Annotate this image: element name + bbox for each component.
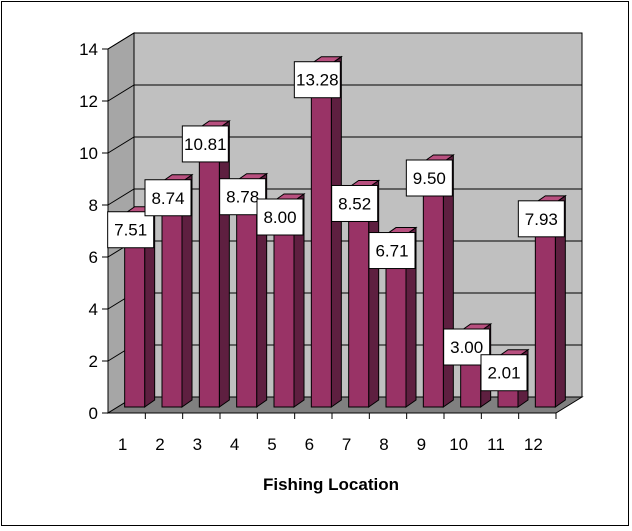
x-tick-label: 7	[342, 435, 351, 454]
data-label-text: 6.71	[375, 242, 408, 261]
data-label-text: 7.51	[114, 221, 147, 240]
data-label-box	[107, 211, 155, 249]
y-tick-label: 2	[89, 352, 98, 371]
data-label-text: 13.28	[296, 71, 339, 90]
bar-side	[218, 119, 230, 408]
data-label-box	[293, 61, 341, 99]
data-label-text: 7.93	[525, 210, 558, 229]
x-tick-label: 8	[379, 435, 388, 454]
x-axis-title: Fishing Location	[263, 475, 399, 494]
x-tick-label: 3	[193, 435, 202, 454]
x-tick-label: 11	[487, 435, 505, 454]
bar	[310, 63, 332, 408]
bar	[198, 127, 220, 408]
data-label-box	[517, 200, 565, 238]
y-tick-label: 10	[79, 144, 98, 163]
data-label-text: 8.78	[226, 188, 259, 207]
y-tick-label: 14	[79, 40, 98, 59]
data-label-text: 9.50	[413, 169, 446, 188]
data-label-box	[181, 125, 229, 163]
gridline	[107, 32, 582, 50]
y-tick-label: 0	[89, 404, 98, 423]
x-tick-label: 10	[449, 435, 468, 454]
data-label-text: 10.81	[184, 135, 227, 154]
data-label: 8.00	[256, 198, 304, 236]
x-tick-label: 5	[267, 435, 276, 454]
data-label: 10.81	[181, 125, 229, 163]
y-tick-label: 6	[89, 248, 98, 267]
data-label: 8.74	[144, 179, 192, 217]
gridline	[107, 136, 582, 154]
data-label-text: 8.00	[263, 208, 296, 227]
gridline	[107, 84, 582, 102]
data-label-text: 8.52	[338, 194, 371, 213]
data-label-box	[443, 328, 491, 366]
data-label-box	[368, 232, 416, 270]
y-tick-label: 12	[79, 92, 98, 111]
data-label: 3.00	[443, 328, 491, 366]
data-label: 7.51	[107, 211, 155, 249]
bar-side	[330, 55, 342, 408]
data-label-text: 3.00	[450, 338, 483, 357]
x-tick-label: 1	[118, 435, 127, 454]
data-label: 8.52	[331, 184, 379, 222]
data-label-box	[331, 184, 379, 222]
x-tick-label: 12	[524, 435, 543, 454]
data-label-box	[144, 179, 192, 217]
data-label: 6.71	[368, 232, 416, 270]
data-label-text: 2.01	[487, 364, 520, 383]
bar	[422, 161, 444, 408]
x-tick-label: 4	[230, 435, 239, 454]
data-label: 7.93	[517, 200, 565, 238]
x-tick-label: 2	[155, 435, 164, 454]
x-tick-label: 9	[417, 435, 426, 454]
x-tick-label: 6	[305, 435, 314, 454]
data-label-box	[480, 354, 528, 392]
y-tick-label: 4	[89, 300, 98, 319]
data-label-box	[405, 159, 453, 197]
y-tick-label: 8	[89, 196, 98, 215]
data-label: 13.28	[293, 61, 341, 99]
data-label-text: 8.74	[151, 189, 184, 208]
data-label: 9.50	[405, 159, 453, 197]
data-label-box	[256, 198, 304, 236]
data-label: 2.01	[480, 354, 528, 392]
